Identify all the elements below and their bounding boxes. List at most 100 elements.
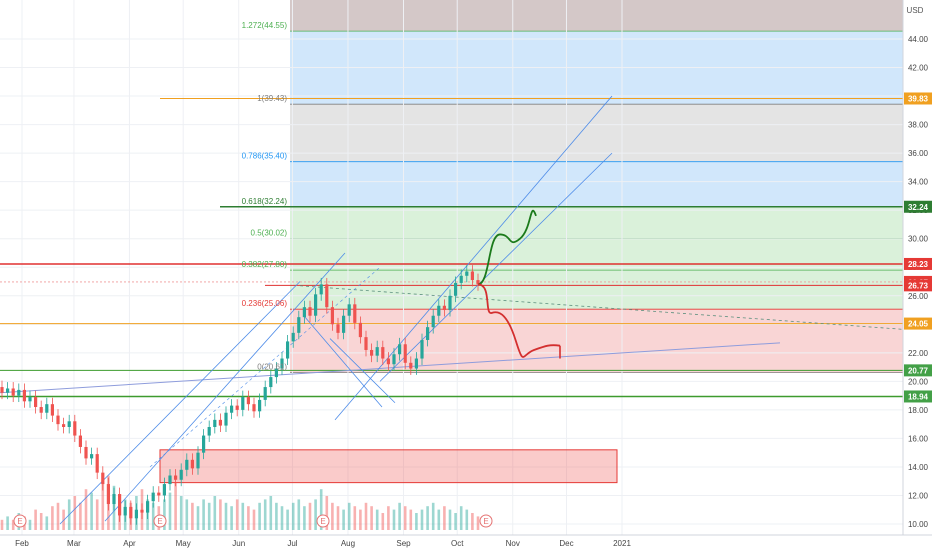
rally-channel-bottom [59,281,301,525]
candle-body [151,492,155,502]
candle-body [34,397,38,408]
volume-bar [308,502,312,530]
price-badge-label: 24.05 [908,320,929,329]
fib-label: 0.786(35.40) [242,152,288,161]
time-axis-bg [0,535,932,550]
candle-body [297,317,301,333]
price-tick-label: 38.00 [908,121,929,130]
volume-bar [196,506,200,530]
fib-label: 1.272(44.55) [242,21,288,30]
candle-body [218,419,222,426]
fib-label: 0.382(27.80) [242,260,288,269]
volume-bar [286,509,289,530]
candle-body [403,344,407,363]
time-tick-label: Apr [123,539,136,548]
volume-bar [163,499,166,530]
candle-body [325,284,329,308]
candle-body [224,412,228,426]
candle-body [269,377,273,388]
price-axis[interactable]: 44.0042.0040.0038.0036.0034.0032.0030.00… [902,0,932,550]
fib-label: 0(20.61) [257,363,287,372]
candle-body [375,347,379,356]
candle-body [28,397,32,402]
time-tick-label: Oct [451,539,464,548]
candle-body [190,459,194,469]
candle-body [431,315,435,328]
candle-body [342,315,346,333]
fib-labels: 1.272(44.55) 1(39.43) 0.786(35.40) 0.618(32… [242,21,288,371]
candle-body [476,280,480,285]
candle-body [420,339,424,359]
candle-body [67,421,71,427]
volume-bar [51,506,54,530]
candle-body [448,295,452,311]
candle-body [101,472,105,485]
long-trendline [0,342,781,394]
candle-body [409,362,413,369]
volume-bar [235,499,239,530]
candle-body [370,349,374,356]
volume-bar [73,496,77,530]
candle-body [162,484,166,496]
price-badge-label: 28.23 [908,260,929,269]
earnings-marker [153,514,167,528]
time-axis[interactable]: Feb Mar Apr May Jun Jul Aug Sep Oct Nov Dec 2021 [0,534,932,550]
earnings-marker-label: E [320,517,325,526]
price-badge [904,364,932,377]
price-tick-label: 16.00 [908,434,929,443]
candle-body [22,389,26,402]
volume-bar [303,506,306,530]
volume-bar [207,502,211,530]
candle-body [291,332,295,342]
candle-body [235,405,239,410]
candle-body [286,341,290,359]
candle-body [106,484,110,505]
volume-bar [224,502,228,530]
price-tick-label: 30.00 [908,235,929,244]
time-tick-label: 2021 [613,539,631,548]
candle-body [118,494,122,516]
fib-zone [290,270,903,310]
candle-body [129,506,133,519]
fibonacci-zones [290,0,903,374]
candle-body [364,337,368,350]
dashed-trendline [299,285,932,332]
volume-bar [213,496,217,530]
price-tick-label: 14.00 [908,463,929,472]
candle-body [442,305,446,311]
bullish-forecast-path [477,209,537,286]
volume-bar [359,509,362,530]
candle-body [45,404,49,413]
price-badge-label: 39.83 [908,94,929,103]
volume-bar [101,482,105,530]
candle-body [50,404,54,416]
time-tick-label: Jul [287,539,297,548]
volume-bar [56,502,60,530]
horizontal-levels [0,97,903,484]
price-badge-label: 18.94 [908,392,929,401]
time-tick-label: Mar [67,539,81,548]
volume-bar [241,502,245,530]
price-badge-label: 20.77 [908,366,929,375]
volume-bar [381,513,385,530]
candle-body [358,322,362,338]
volume-bar [319,489,323,530]
fib-label: 0.236(25.06) [242,299,288,308]
candle-body [381,347,385,359]
candle-body [252,404,256,412]
bearish-forecast-path [477,283,561,358]
volume-bar [191,502,194,530]
candle-body [319,284,323,295]
volume-bar [370,506,373,530]
candle-body [168,475,172,485]
candle-body [78,435,82,447]
candle-body [336,324,340,333]
fib-zone [290,309,903,373]
flag-channel-b [329,338,396,404]
forecast-paths [477,209,561,359]
candle-body [196,452,200,469]
volume-bar [325,496,329,530]
